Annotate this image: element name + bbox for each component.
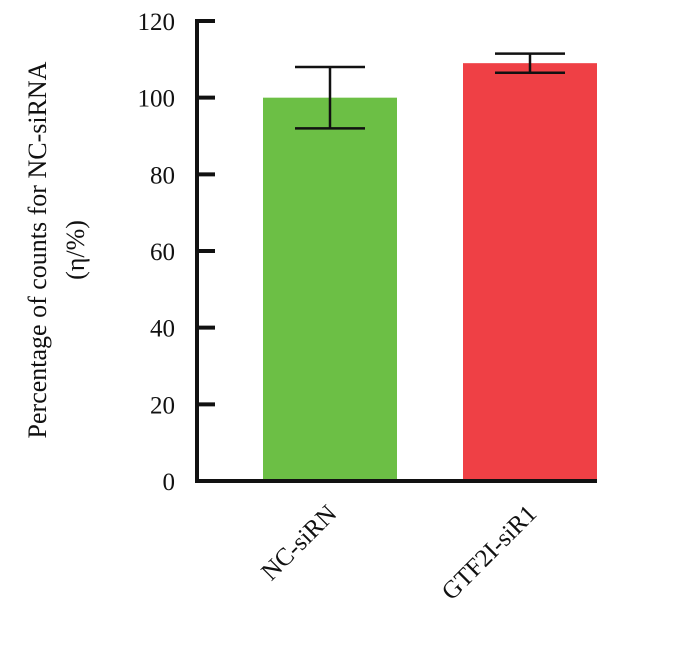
y-tick-label: 20 xyxy=(150,392,175,419)
y-tick-label: 120 xyxy=(138,9,176,36)
bar-nc-sirn xyxy=(263,97,397,482)
x-tick-label: NC-siRN xyxy=(256,500,342,586)
y-tick-label: 100 xyxy=(138,86,176,113)
error-bar-nc-sirn xyxy=(295,65,365,130)
x-tick-label: GTF2I-siR1 xyxy=(437,500,543,606)
bar-gtf2i-sir1 xyxy=(463,63,597,482)
y-tick-label: 60 xyxy=(150,239,175,266)
y-axis-label-line-2: (η/%) xyxy=(61,220,90,280)
y-tick-label: 0 xyxy=(163,469,176,496)
y-tick-label: 80 xyxy=(150,162,175,189)
y-tick-label: 40 xyxy=(150,316,175,343)
bars-layer xyxy=(263,52,597,482)
error-bar-gtf2i-sir1 xyxy=(495,52,565,74)
axes-layer xyxy=(195,19,597,483)
y-axis-label-line-1: Percentage of counts for NC-siRNA xyxy=(23,61,52,438)
